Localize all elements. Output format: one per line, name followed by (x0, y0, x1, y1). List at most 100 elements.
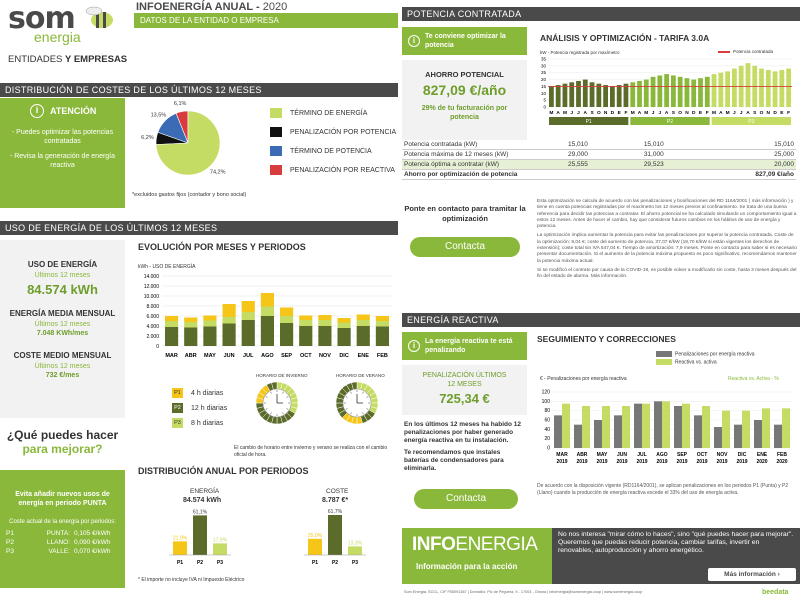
legend-label: TÉRMINO DE ENERGÍA (290, 109, 368, 117)
legend-label: PENALIZACIÓN POR REACTIVA (290, 166, 395, 174)
power-table: Potencia contratada (kW) 15,010 15,010 15,0… (402, 140, 796, 180)
attention-panel: i ATENCIÓN - Puedes optimizar las potenc… (0, 98, 125, 208)
y-tick-label: 20 (544, 436, 550, 442)
power-bar (616, 85, 622, 107)
y-tick-label: 14.000 (144, 274, 160, 280)
power-table-cell: 25,000 (691, 149, 796, 160)
monthly-bar-p1 (184, 317, 198, 322)
power-desc-3: Si se modificó el contrato por causa de … (537, 267, 797, 280)
power-chart-legend: Potencia contratada (718, 49, 773, 54)
summer-clock-icon (335, 381, 379, 425)
price-row: P2 LLANO: 0,090 €/kWh (6, 539, 119, 546)
monthly-bar-p2 (318, 326, 332, 346)
annual-bar (348, 546, 362, 555)
legend-swatch (270, 146, 282, 156)
power-optimize-panel: i Te conviene optimizar la potencia (402, 27, 527, 55)
costs-pie-chart: 6,1% 13,5% 6,2% 74,2% (141, 101, 225, 176)
clock-tick (366, 408, 369, 410)
power-bar (664, 74, 669, 107)
improve-question-b: para mejorar? (22, 442, 103, 456)
arrow-right-icon: › (777, 571, 780, 578)
power-bar (772, 71, 778, 107)
x-tick-month: MAY (597, 452, 608, 458)
period-swatch: P1 (172, 388, 183, 398)
reactive-chart-right: Reactiva vs. Activa - % (728, 376, 779, 382)
annual-bar-label: 21,0% (173, 535, 188, 541)
y-tick-label: 60 (544, 418, 550, 424)
y-tick-label: 12.000 (144, 284, 160, 290)
x-tick-label: JUN (224, 353, 235, 359)
power-bar (637, 80, 642, 107)
info-icon: i (408, 35, 420, 47)
bee-icon (85, 6, 113, 28)
energy-use-label: USO DE ENERGÍA (27, 260, 98, 269)
winter-label: HORARIO DE INVIERNO (256, 373, 308, 378)
power-bar (562, 83, 568, 107)
power-bar (745, 63, 751, 107)
x-tick-label: ABR (185, 353, 197, 359)
x-tick-label: J (733, 110, 736, 116)
x-tick-year: 2019 (616, 459, 627, 465)
annual-bar-label: 25,0% (308, 533, 323, 539)
banner-brand-b: ENERGIA (455, 534, 538, 555)
ratio-bar (602, 406, 610, 448)
x-tick-label: ENE (358, 353, 370, 359)
pie-label: 6,2% (141, 135, 154, 141)
column-divider (399, 0, 401, 600)
monthly-bar-p2 (184, 327, 198, 346)
x-tick-month: NOV (717, 452, 729, 458)
power-table-cell: 827,09 €/año (691, 169, 796, 180)
x-tick-label: E (699, 110, 703, 116)
monthly-title: EVOLUCIÓN POR MESES Y PERIODOS (138, 242, 306, 252)
monthly-bar-p1 (203, 315, 217, 321)
period-swatch: P2 (172, 403, 183, 413)
x-tick-label: A (746, 110, 750, 116)
penalty-bar (734, 424, 742, 448)
y-tick-label: 8.000 (146, 304, 159, 310)
power-table-row: Potencia máxima de 12 meses (kW) 29,000 31… (402, 149, 796, 160)
x-tick-label: A (719, 110, 723, 116)
usage-stats: USO DE ENERGÍA Últimos 12 meses 84.574 k… (0, 240, 125, 418)
monthly-bar-p3 (280, 316, 294, 323)
x-tick-month: DIC (738, 452, 747, 458)
monthly-bar-p3 (260, 306, 274, 316)
monthly-bar-chart: 14.00012.00010.0008.0006.0004.0002.0000M… (144, 274, 392, 359)
banner-more-button[interactable]: Más información › (708, 568, 796, 581)
power-contact-button[interactable]: Contacta (410, 237, 520, 257)
ratio-bar (682, 403, 690, 448)
prices-list: P1 PUNTA: 0,105 €/kWh P2 LLANO: 0,090 €/kWh P3… (6, 530, 119, 555)
x-tick-label: M (712, 110, 716, 116)
penalty-label: PENALIZACIÓN ÚLTIMOS 12 MESES (422, 372, 507, 388)
price-name: LLANO: (46, 539, 70, 546)
x-tick-label: MAY (204, 353, 216, 359)
pie-slice (155, 110, 221, 176)
annual-bar (213, 543, 227, 555)
annual-x-label: P3 (352, 560, 358, 566)
penalty-bar (774, 424, 782, 448)
annual-bar-label: 61,7% (328, 509, 343, 515)
y-tick-label: 40 (544, 427, 550, 433)
power-bar (677, 76, 683, 107)
attention-item-1: - Puedes optimizar las potencias contrat… (11, 129, 114, 145)
monthly-unit: kWh - USO DE ENERGÍA (138, 264, 196, 270)
power-table-cell: 29,523 (615, 159, 692, 170)
clock-tick (286, 408, 289, 410)
pie-legend-item: TÉRMINO DE ENERGÍA (270, 108, 396, 118)
x-tick-year: 2019 (676, 459, 687, 465)
reactive-text: En los últimos 12 meses ha habido 12 pen… (404, 421, 526, 473)
price-period: P1 (6, 530, 14, 537)
period-band (711, 117, 791, 125)
power-bar (603, 85, 608, 107)
clock-tick (362, 412, 364, 415)
reactive-contact-button[interactable]: Contacta (414, 489, 518, 509)
power-bar (643, 79, 649, 107)
power-desc-2: La optimización implica aumentar la pote… (537, 233, 797, 264)
y-tick-label: 6.000 (146, 314, 159, 320)
reactive-penalty: PENALIZACIÓN ÚLTIMOS 12 MESES 725,34 € (402, 365, 527, 415)
power-bar (732, 68, 737, 107)
x-tick-label: A (584, 110, 588, 116)
avg-cost-value: 732 €/mes (45, 372, 80, 379)
penalty-bar (614, 415, 622, 448)
entity-subtitle: DATOS DE LA ENTIDAD O EMPRESA (140, 16, 279, 25)
price-period: P3 (6, 548, 14, 555)
